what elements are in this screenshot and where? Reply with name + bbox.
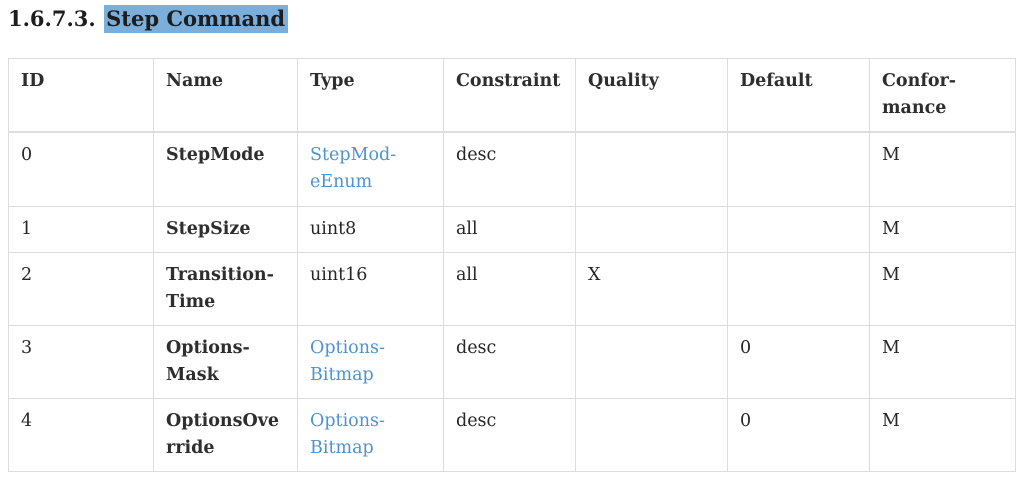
cell-default [727,205,870,253]
cell-constraint: all [443,251,576,326]
table-row: 1 StepSize uint8 all M [8,205,1016,253]
cell-type: uint16 [297,251,444,326]
cell-name: Transition- Time [153,251,298,326]
cell-quality: X [575,251,728,326]
column-header-id: ID [8,58,154,134]
cell-type: Options- Bitmap [297,398,444,473]
cell-type: uint8 [297,205,444,253]
cell-default [727,251,870,326]
cell-constraint: desc [443,324,576,400]
cell-conformance: M [869,251,1016,326]
cell-name: Options- Mask [153,324,298,400]
table-row: 4 OptionsOve rride Options- Bitmap desc … [8,398,1016,473]
cell-name: StepSize [153,205,298,253]
column-header-constraint: Constraint [443,58,576,134]
column-header-conformance: Confor- mance [869,58,1016,134]
cell-quality [575,131,728,207]
optionsbitmap-link[interactable]: Options- Bitmap [310,411,385,459]
cell-constraint: desc [443,131,576,207]
column-header-name: Name [153,58,298,134]
cell-type: StepMod- eEnum [297,131,444,207]
cell-quality [575,398,728,473]
cell-id: 0 [8,131,154,207]
table-header-row: ID Name Type Constraint Quality Default … [8,58,1016,134]
optionsbitmap-link[interactable]: Options- Bitmap [310,337,385,385]
column-header-type: Type [297,58,444,134]
stepmodeenum-link[interactable]: StepMod- eEnum [310,145,397,193]
cell-id: 1 [8,205,154,253]
column-header-default: Default [727,58,870,134]
step-command-table: ID Name Type Constraint Quality Default … [8,58,1016,473]
cell-id: 2 [8,251,154,326]
cell-type: Options- Bitmap [297,324,444,400]
cell-conformance: M [869,131,1016,207]
cell-default [727,131,870,207]
section-heading: 1.6.7.3. Step Command [8,5,1023,33]
cell-constraint: desc [443,398,576,473]
cell-quality [575,205,728,253]
column-header-quality: Quality [575,58,728,134]
cell-conformance: M [869,324,1016,400]
cell-default: 0 [727,398,870,473]
cell-default: 0 [727,324,870,400]
table-row: 2 Transition- Time uint16 all X M [8,251,1016,326]
cell-constraint: all [443,205,576,253]
cell-id: 4 [8,398,154,473]
cell-name: OptionsOve rride [153,398,298,473]
table-row: 3 Options- Mask Options- Bitmap desc 0 M [8,324,1016,400]
cell-name: StepMode [153,131,298,207]
section-number: 1.6.7.3. [8,6,96,31]
cell-conformance: M [869,205,1016,253]
heading-highlight: Step Command [104,5,289,33]
cell-quality [575,324,728,400]
table-row: 0 StepMode StepMod- eEnum desc M [8,131,1016,207]
cell-id: 3 [8,324,154,400]
cell-conformance: M [869,398,1016,473]
